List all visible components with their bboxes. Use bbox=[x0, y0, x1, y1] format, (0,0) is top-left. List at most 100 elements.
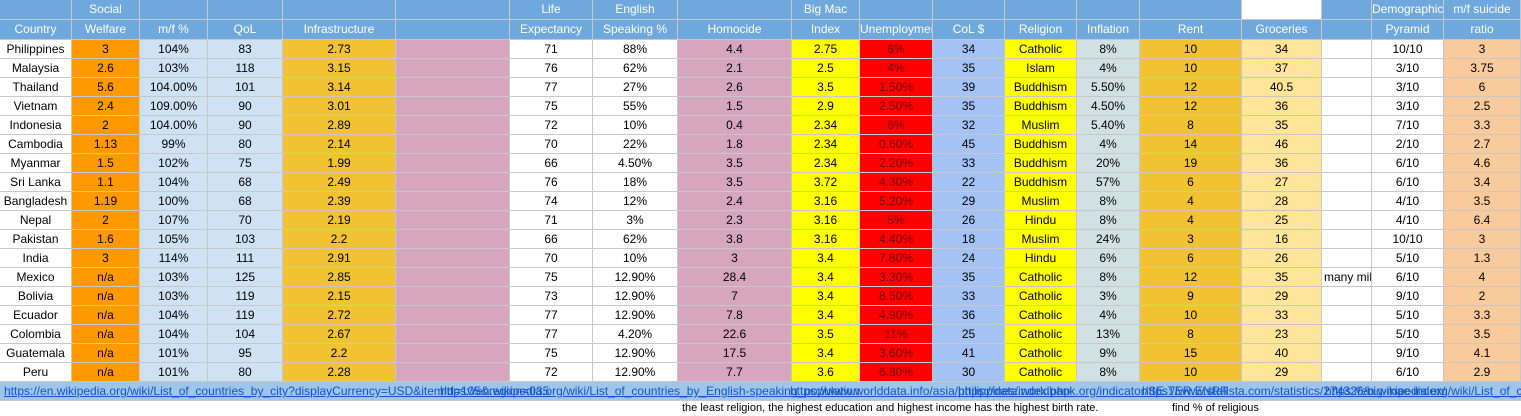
data-cell bbox=[396, 116, 510, 135]
data-cell: 77 bbox=[510, 325, 593, 344]
data-cell: 37 bbox=[1242, 59, 1322, 78]
data-cell: 2.34 bbox=[792, 135, 860, 154]
data-cell: 3 bbox=[1140, 230, 1242, 249]
link: https://data.worldbank.org/indicator/SE.… bbox=[958, 384, 1229, 398]
data-cell: Catholic bbox=[1005, 325, 1077, 344]
data-cell: 2 bbox=[1444, 287, 1521, 306]
data-cell bbox=[1322, 192, 1372, 211]
data-cell: 0.60% bbox=[860, 135, 933, 154]
data-cell: 1.1 bbox=[72, 173, 140, 192]
data-cell: 39 bbox=[933, 78, 1005, 97]
data-cell: 4.4 bbox=[678, 40, 792, 59]
data-cell: 12 bbox=[1140, 268, 1242, 287]
data-cell: 40.5 bbox=[1242, 78, 1322, 97]
data-cell: 3.5 bbox=[1444, 192, 1521, 211]
data-cell: Buddhism bbox=[1005, 97, 1077, 116]
data-cell: 104 bbox=[208, 325, 283, 344]
data-cell bbox=[396, 192, 510, 211]
data-cell: 10% bbox=[593, 116, 678, 135]
country-cell: Indonesia bbox=[0, 116, 72, 135]
header-cell bbox=[860, 0, 933, 20]
data-cell: 72 bbox=[510, 116, 593, 135]
data-cell: 77 bbox=[510, 306, 593, 325]
data-cell: 70 bbox=[510, 249, 593, 268]
country-cell: Ecuador bbox=[0, 306, 72, 325]
data-cell: 2.89 bbox=[283, 116, 396, 135]
data-cell bbox=[396, 173, 510, 192]
data-cell: 5.50% bbox=[1077, 78, 1140, 97]
data-cell: 2.28 bbox=[283, 363, 396, 382]
data-cell: 66 bbox=[510, 154, 593, 173]
data-cell: 7.8 bbox=[678, 306, 792, 325]
data-cell: 1.6 bbox=[72, 230, 140, 249]
country-cell: Nepal bbox=[0, 211, 72, 230]
data-cell: 2.6 bbox=[72, 59, 140, 78]
data-cell: 2.2 bbox=[283, 230, 396, 249]
link: https://en.wikipedia.org/wiki/List_of_co… bbox=[4, 384, 550, 398]
data-cell: 3.4 bbox=[792, 344, 860, 363]
data-cell: 76 bbox=[510, 173, 593, 192]
data-cell: 73 bbox=[510, 287, 593, 306]
data-cell: 3.4 bbox=[792, 306, 860, 325]
data-cell: 95 bbox=[208, 344, 283, 363]
data-cell bbox=[396, 287, 510, 306]
data-cell bbox=[1322, 344, 1372, 363]
data-cell: 3.60% bbox=[860, 344, 933, 363]
data-cell: 9/10 bbox=[1372, 287, 1444, 306]
country-cell: Vietnam bbox=[0, 97, 72, 116]
data-cell bbox=[1322, 325, 1372, 344]
data-cell: 12.90% bbox=[593, 268, 678, 287]
data-cell bbox=[396, 268, 510, 287]
country-cell: Guatemala bbox=[0, 344, 72, 363]
data-cell: 33 bbox=[933, 154, 1005, 173]
header-cell: Index bbox=[792, 20, 860, 40]
header-cell: English bbox=[593, 0, 678, 20]
data-cell: 119 bbox=[208, 306, 283, 325]
note: find % of religious bbox=[1172, 402, 1259, 414]
data-cell: 3.14 bbox=[283, 78, 396, 97]
data-cell: 6 bbox=[1444, 78, 1521, 97]
data-cell: 46 bbox=[1242, 135, 1322, 154]
data-cell bbox=[1322, 40, 1372, 59]
data-cell: 6% bbox=[860, 116, 933, 135]
country-cell: Thailand bbox=[0, 78, 72, 97]
data-cell: 2.34 bbox=[792, 154, 860, 173]
data-cell: 20% bbox=[1077, 154, 1140, 173]
data-cell: 24% bbox=[1077, 230, 1140, 249]
data-cell: 3.6 bbox=[792, 363, 860, 382]
data-cell: 3.5 bbox=[792, 78, 860, 97]
header-cell bbox=[396, 20, 510, 40]
data-cell: 109.00% bbox=[140, 97, 208, 116]
data-cell: 2.67 bbox=[283, 325, 396, 344]
data-cell: 68 bbox=[208, 192, 283, 211]
data-cell: n/a bbox=[72, 268, 140, 287]
data-cell: 10 bbox=[1140, 306, 1242, 325]
data-cell: 35 bbox=[933, 59, 1005, 78]
data-cell: 2.50% bbox=[860, 97, 933, 116]
data-cell: 57% bbox=[1077, 173, 1140, 192]
data-cell: 71 bbox=[510, 40, 593, 59]
data-cell bbox=[1322, 97, 1372, 116]
data-cell: Catholic bbox=[1005, 40, 1077, 59]
data-cell: 6 bbox=[1140, 249, 1242, 268]
data-cell: 2/10 bbox=[1372, 135, 1444, 154]
data-cell bbox=[1322, 249, 1372, 268]
data-cell: 35 bbox=[1242, 116, 1322, 135]
data-cell: 3.3 bbox=[1444, 306, 1521, 325]
data-cell: 9% bbox=[1077, 344, 1140, 363]
country-cell: Pakistan bbox=[0, 230, 72, 249]
data-cell: 2.34 bbox=[792, 116, 860, 135]
data-cell: 16 bbox=[1242, 230, 1322, 249]
data-cell: n/a bbox=[72, 363, 140, 382]
header-cell bbox=[208, 0, 283, 20]
data-cell: 101 bbox=[208, 78, 283, 97]
data-cell: 9/10 bbox=[1372, 344, 1444, 363]
data-cell: 3.5 bbox=[678, 154, 792, 173]
data-cell: 7.7 bbox=[678, 363, 792, 382]
header-cell: m/f % bbox=[140, 20, 208, 40]
data-cell: 1.3 bbox=[1444, 249, 1521, 268]
data-cell: 3.5 bbox=[792, 325, 860, 344]
data-cell: Muslim bbox=[1005, 116, 1077, 135]
data-cell: 4.40% bbox=[860, 230, 933, 249]
data-cell: 6% bbox=[1077, 249, 1140, 268]
